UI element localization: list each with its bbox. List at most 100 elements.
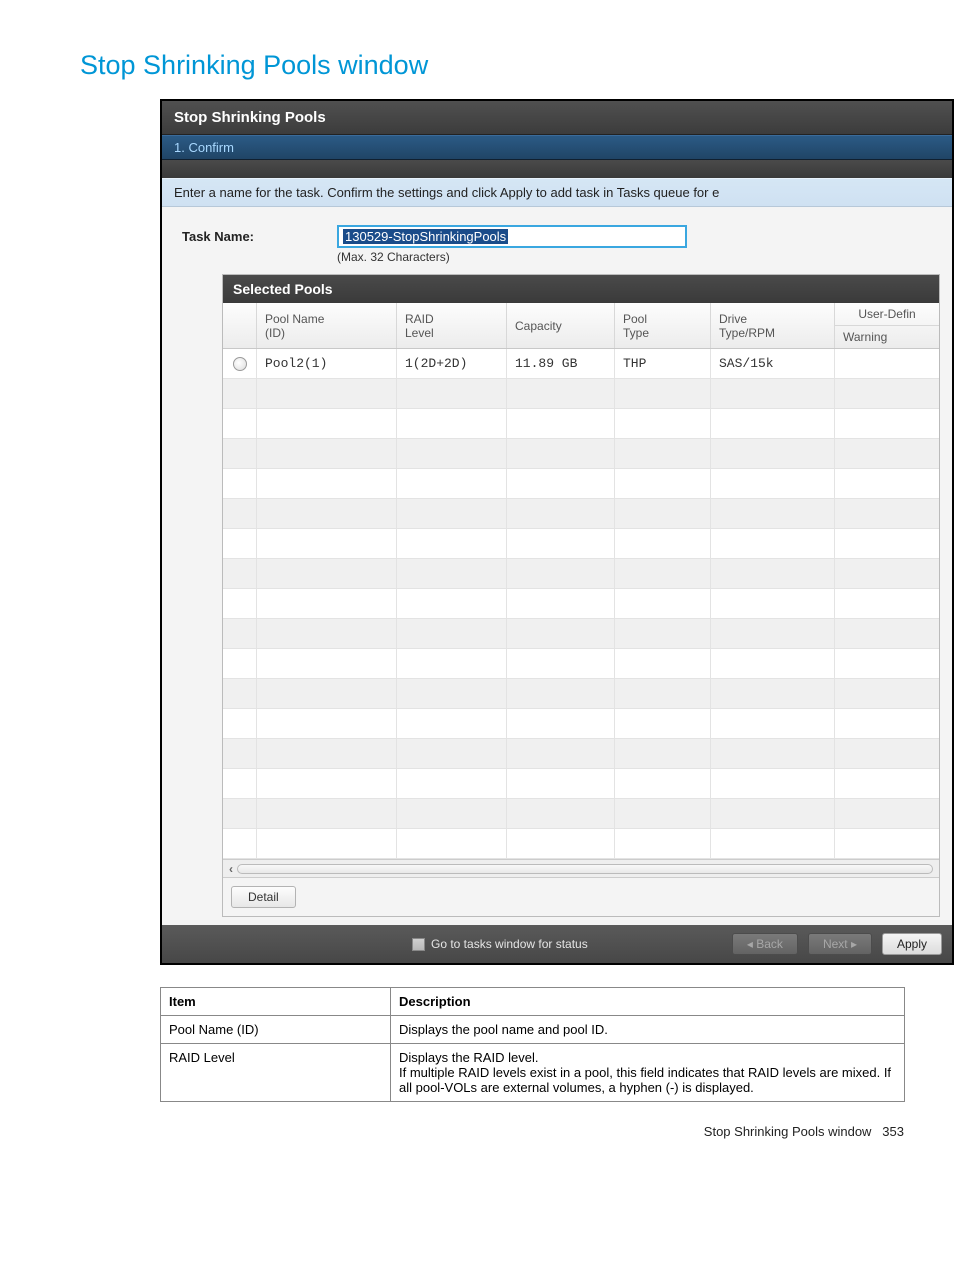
cell [711, 469, 835, 498]
cell [711, 769, 835, 798]
back-button[interactable]: ◂ Back [732, 933, 798, 955]
cell [615, 799, 711, 828]
cell [615, 559, 711, 588]
step-label: 1. Confirm [162, 135, 952, 160]
cell [507, 739, 615, 768]
table-row[interactable] [223, 679, 939, 709]
cell [835, 379, 939, 408]
cell [223, 409, 257, 438]
cell [223, 709, 257, 738]
cell [397, 709, 507, 738]
grid-body: Pool2(1)1(2D+2D)11.89 GBTHPSAS/15k [223, 349, 939, 859]
scroll-left-icon[interactable]: ‹ [229, 862, 233, 876]
cell [397, 559, 507, 588]
cell [223, 619, 257, 648]
table-row[interactable] [223, 619, 939, 649]
cell [615, 619, 711, 648]
next-button[interactable]: Next ▸ [808, 933, 872, 955]
table-row[interactable] [223, 589, 939, 619]
table-row[interactable] [223, 559, 939, 589]
table-row[interactable] [223, 439, 939, 469]
cell [507, 649, 615, 678]
cell [257, 379, 397, 408]
cell [507, 589, 615, 618]
task-name-value: 130529-StopShrinkingPools [343, 229, 508, 244]
cell [507, 679, 615, 708]
scroll-track[interactable] [237, 864, 933, 874]
desc-row: RAID LevelDisplays the RAID level.If mul… [161, 1044, 905, 1102]
horizontal-scrollbar[interactable]: ‹ [223, 859, 939, 877]
desc-row: Pool Name (ID)Displays the pool name and… [161, 1016, 905, 1044]
col-user-defined-top: User-Defin [835, 303, 939, 326]
cell [835, 739, 939, 768]
cell [257, 649, 397, 678]
cell: 11.89 GB [507, 349, 615, 378]
cell [223, 589, 257, 618]
table-row[interactable] [223, 829, 939, 859]
cell [835, 679, 939, 708]
cell [835, 709, 939, 738]
cell [507, 799, 615, 828]
cell [223, 649, 257, 678]
cell [615, 679, 711, 708]
cell [835, 469, 939, 498]
table-row[interactable] [223, 529, 939, 559]
table-row[interactable] [223, 799, 939, 829]
col-capacity: Capacity [507, 303, 615, 348]
cell [223, 529, 257, 558]
description-table: Item Description Pool Name (ID)Displays … [160, 987, 905, 1102]
cell [615, 439, 711, 468]
window-title: Stop Shrinking Pools [162, 101, 952, 135]
table-row[interactable] [223, 409, 939, 439]
cell [507, 469, 615, 498]
task-name-input[interactable]: 130529-StopShrinkingPools [337, 225, 687, 248]
table-row[interactable] [223, 379, 939, 409]
cell [257, 679, 397, 708]
cell [257, 409, 397, 438]
table-row[interactable] [223, 499, 939, 529]
row-radio[interactable] [233, 357, 247, 371]
cell [223, 799, 257, 828]
bottom-bar: Go to tasks window for status ◂ Back Nex… [162, 925, 952, 963]
table-row[interactable]: Pool2(1)1(2D+2D)11.89 GBTHPSAS/15k [223, 349, 939, 379]
cell [397, 469, 507, 498]
cell: Pool2(1) [257, 349, 397, 378]
cell [615, 649, 711, 678]
cell [835, 649, 939, 678]
cell [835, 799, 939, 828]
cell [615, 829, 711, 858]
cell [257, 529, 397, 558]
page-footer: Stop Shrinking Pools window 353 [80, 1124, 954, 1139]
table-row[interactable] [223, 769, 939, 799]
desc-description: Displays the RAID level.If multiple RAID… [391, 1044, 905, 1102]
desc-header-item: Item [161, 988, 391, 1016]
cell [615, 589, 711, 618]
table-row[interactable] [223, 469, 939, 499]
cell [223, 739, 257, 768]
cell [507, 709, 615, 738]
cell [397, 619, 507, 648]
cell [397, 649, 507, 678]
apply-button[interactable]: Apply [882, 933, 942, 955]
cell [615, 769, 711, 798]
table-row[interactable] [223, 649, 939, 679]
desc-header-description: Description [391, 988, 905, 1016]
cell [835, 349, 939, 378]
cell [615, 529, 711, 558]
cell [507, 619, 615, 648]
desc-description: Displays the pool name and pool ID. [391, 1016, 905, 1044]
table-row[interactable] [223, 709, 939, 739]
table-row[interactable] [223, 739, 939, 769]
cell [835, 619, 939, 648]
go-to-tasks-checkbox[interactable] [412, 938, 425, 951]
screenshot-window: Stop Shrinking Pools 1. Confirm Enter a … [160, 99, 954, 965]
cell [507, 769, 615, 798]
cell [223, 559, 257, 588]
cell [615, 409, 711, 438]
detail-button[interactable]: Detail [231, 886, 296, 908]
cell [223, 379, 257, 408]
subheader-gap [162, 160, 952, 178]
cell [397, 769, 507, 798]
cell [711, 379, 835, 408]
footer-page-number: 353 [882, 1124, 904, 1139]
